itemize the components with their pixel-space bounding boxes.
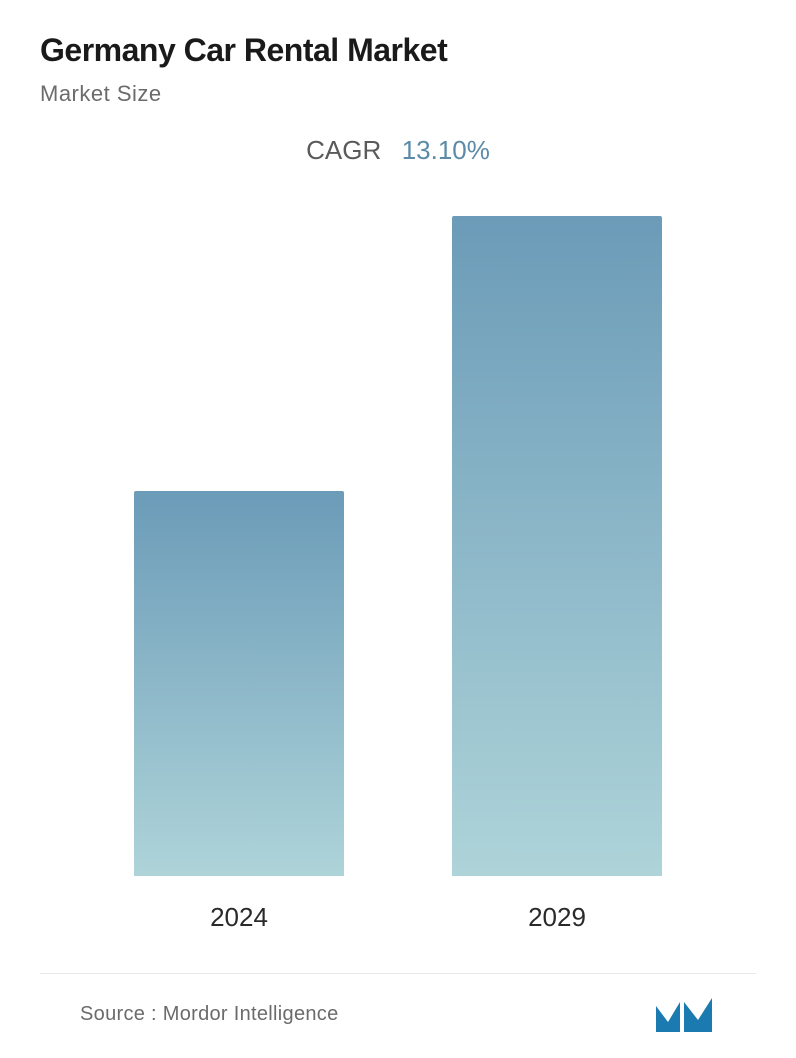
chart-title: Germany Car Rental Market (40, 32, 756, 69)
bar-1 (452, 216, 662, 876)
chart-subtitle: Market Size (40, 81, 756, 107)
x-label-0: 2024 (129, 902, 349, 933)
mordor-logo-icon (654, 994, 716, 1034)
x-axis-labels: 2024 2029 (40, 884, 756, 973)
cagr-value: 13.10% (402, 135, 490, 165)
cagr-row: CAGR 13.10% (40, 135, 756, 166)
chart-footer: Source : Mordor Intelligence (40, 973, 756, 1058)
source-attribution: Source : Mordor Intelligence (80, 1003, 339, 1026)
bar-0 (134, 491, 344, 876)
x-label-1: 2029 (447, 902, 667, 933)
chart-container: Germany Car Rental Market Market Size CA… (0, 0, 796, 1034)
bar-wrapper-1 (447, 216, 667, 876)
bar-chart (40, 216, 756, 876)
cagr-label: CAGR (306, 135, 381, 165)
bar-wrapper-0 (129, 491, 349, 876)
